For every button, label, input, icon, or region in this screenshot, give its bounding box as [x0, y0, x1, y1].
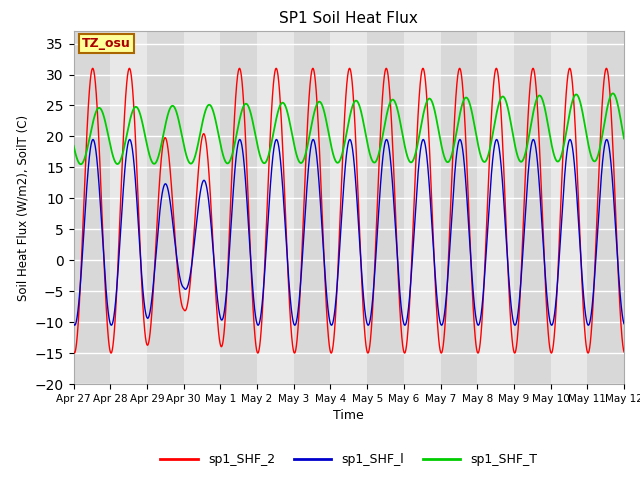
Legend: sp1_SHF_2, sp1_SHF_l, sp1_SHF_T: sp1_SHF_2, sp1_SHF_l, sp1_SHF_T	[156, 448, 542, 471]
Bar	[624, 31, 640, 384]
Bar	[550, 31, 588, 384]
Text: TZ_osu: TZ_osu	[82, 37, 131, 50]
Bar	[588, 31, 624, 384]
Bar	[74, 31, 110, 384]
Title: SP1 Soil Heat Flux: SP1 Soil Heat Flux	[280, 11, 418, 26]
Bar	[367, 31, 404, 384]
Bar	[404, 31, 440, 384]
Bar	[440, 31, 477, 384]
Bar	[220, 31, 257, 384]
Bar	[294, 31, 330, 384]
Bar	[257, 31, 294, 384]
Bar	[330, 31, 367, 384]
Bar	[110, 31, 147, 384]
Bar	[147, 31, 184, 384]
Bar	[514, 31, 550, 384]
Bar	[184, 31, 220, 384]
Bar	[477, 31, 514, 384]
Y-axis label: Soil Heat Flux (W/m2), SoilT (C): Soil Heat Flux (W/m2), SoilT (C)	[16, 115, 29, 300]
X-axis label: Time: Time	[333, 409, 364, 422]
